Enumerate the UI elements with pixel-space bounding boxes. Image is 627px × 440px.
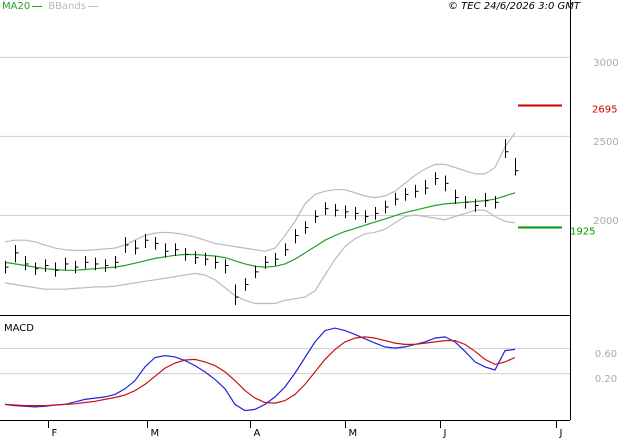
x-tick-label: M <box>349 428 358 439</box>
y-tick-label: 2500 <box>593 137 618 148</box>
y-tick-label: 0.20 <box>595 374 617 385</box>
legend-label: MA20 <box>2 1 30 12</box>
x-tick-label: M <box>151 428 160 439</box>
x-tick-label: A <box>254 428 261 439</box>
band-lower <box>4 209 516 305</box>
level-label: 2695 <box>592 105 617 116</box>
y-tick-label: 0.60 <box>595 349 617 360</box>
x-tick-label: F <box>52 428 58 439</box>
y-tick-label: 2000 <box>593 216 618 227</box>
panel-title: MACD <box>4 323 34 334</box>
macd-line <box>4 336 516 407</box>
macd-line <box>4 327 516 412</box>
band-upper <box>4 132 516 252</box>
source: © TEC 24/6/2026 3:0 GMT <box>448 1 581 12</box>
legend-label: BBands <box>48 1 86 12</box>
x-tick-label: J <box>443 428 447 439</box>
level-label: 1925 <box>570 227 595 238</box>
y-tick-label: 3000 <box>593 58 618 69</box>
ma-line <box>4 192 516 271</box>
x-tick-label: J <box>559 428 563 439</box>
